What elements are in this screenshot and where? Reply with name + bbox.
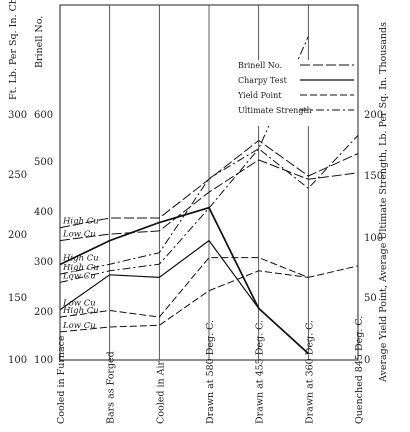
charpy-axis-title: Ft. Lb. Per Sq. In. Charpy Test <box>8 0 19 100</box>
category-label: Cooled in Furnace <box>56 335 67 424</box>
series-label: High Cu <box>62 263 99 273</box>
legend-box <box>234 60 356 126</box>
legend-layer: Brinell No. Charpy Test Yield Point Ultimat… <box>234 60 356 126</box>
series-line-4 <box>59 36 309 275</box>
series-label: Low Cu <box>62 299 96 309</box>
charpy-tick-label: 300 <box>8 110 27 121</box>
brinell-tick-label: 300 <box>34 257 53 268</box>
charpy-tick-label: 250 <box>8 170 27 181</box>
series-label: High Cu <box>62 217 99 227</box>
brinell-tick-label: 400 <box>34 207 53 218</box>
category-label: Quenched 845 Deg. C. <box>354 316 365 424</box>
legend-entry-label: Brinell No. <box>238 61 282 70</box>
series-label: High Cu <box>62 306 99 316</box>
series-label: Low Cu <box>62 321 96 331</box>
strength-tick-label: 150 <box>364 171 383 182</box>
legend-entry-label: Yield Point <box>237 91 282 100</box>
series-line-2 <box>59 139 359 229</box>
series-layer <box>59 36 359 355</box>
axis-layer: 3002502001501006005004003002001002001501… <box>8 0 389 424</box>
charpy-tick-label: 100 <box>8 355 27 366</box>
strength-tick-label: 200 <box>364 110 383 121</box>
series-line-5 <box>59 135 359 283</box>
category-label: Drawn at 455 Deg. C. <box>255 320 266 424</box>
legend-entry-label: Ultimate Strength <box>238 106 312 115</box>
series-label: High Cu <box>62 253 99 263</box>
brinell-tick-label: 200 <box>34 307 53 318</box>
category-label: Drawn at 580 Deg. C. <box>205 320 216 424</box>
strength-axis-title: Average Yield Point, Average Ultimate St… <box>378 22 389 383</box>
strength-tick-label: 0 <box>364 355 370 366</box>
brinell-axis-title: Brinell No. <box>34 16 45 68</box>
series-label: Low Cu <box>62 271 96 281</box>
brinell-tick-label: 100 <box>34 355 53 366</box>
category-label: Bars as Forged <box>106 351 117 424</box>
series-line-7 <box>59 270 309 333</box>
strength-tick-label: 100 <box>364 233 383 244</box>
category-label: Drawn at 360 Deg. C. <box>304 320 315 424</box>
brinell-tick-label: 600 <box>34 110 53 121</box>
legend-entry-label: Charpy Test <box>238 76 288 85</box>
series-line-3 <box>59 159 359 242</box>
series-line-1 <box>59 239 309 354</box>
series-line-0 <box>59 206 309 355</box>
charpy-tick-label: 150 <box>8 293 27 304</box>
series-label: Low Cu <box>62 230 96 240</box>
charpy-tick-label: 200 <box>8 230 27 241</box>
strength-tick-label: 50 <box>364 293 377 304</box>
brinell-tick-label: 500 <box>34 157 53 168</box>
category-label: Cooled in Air <box>155 360 166 424</box>
